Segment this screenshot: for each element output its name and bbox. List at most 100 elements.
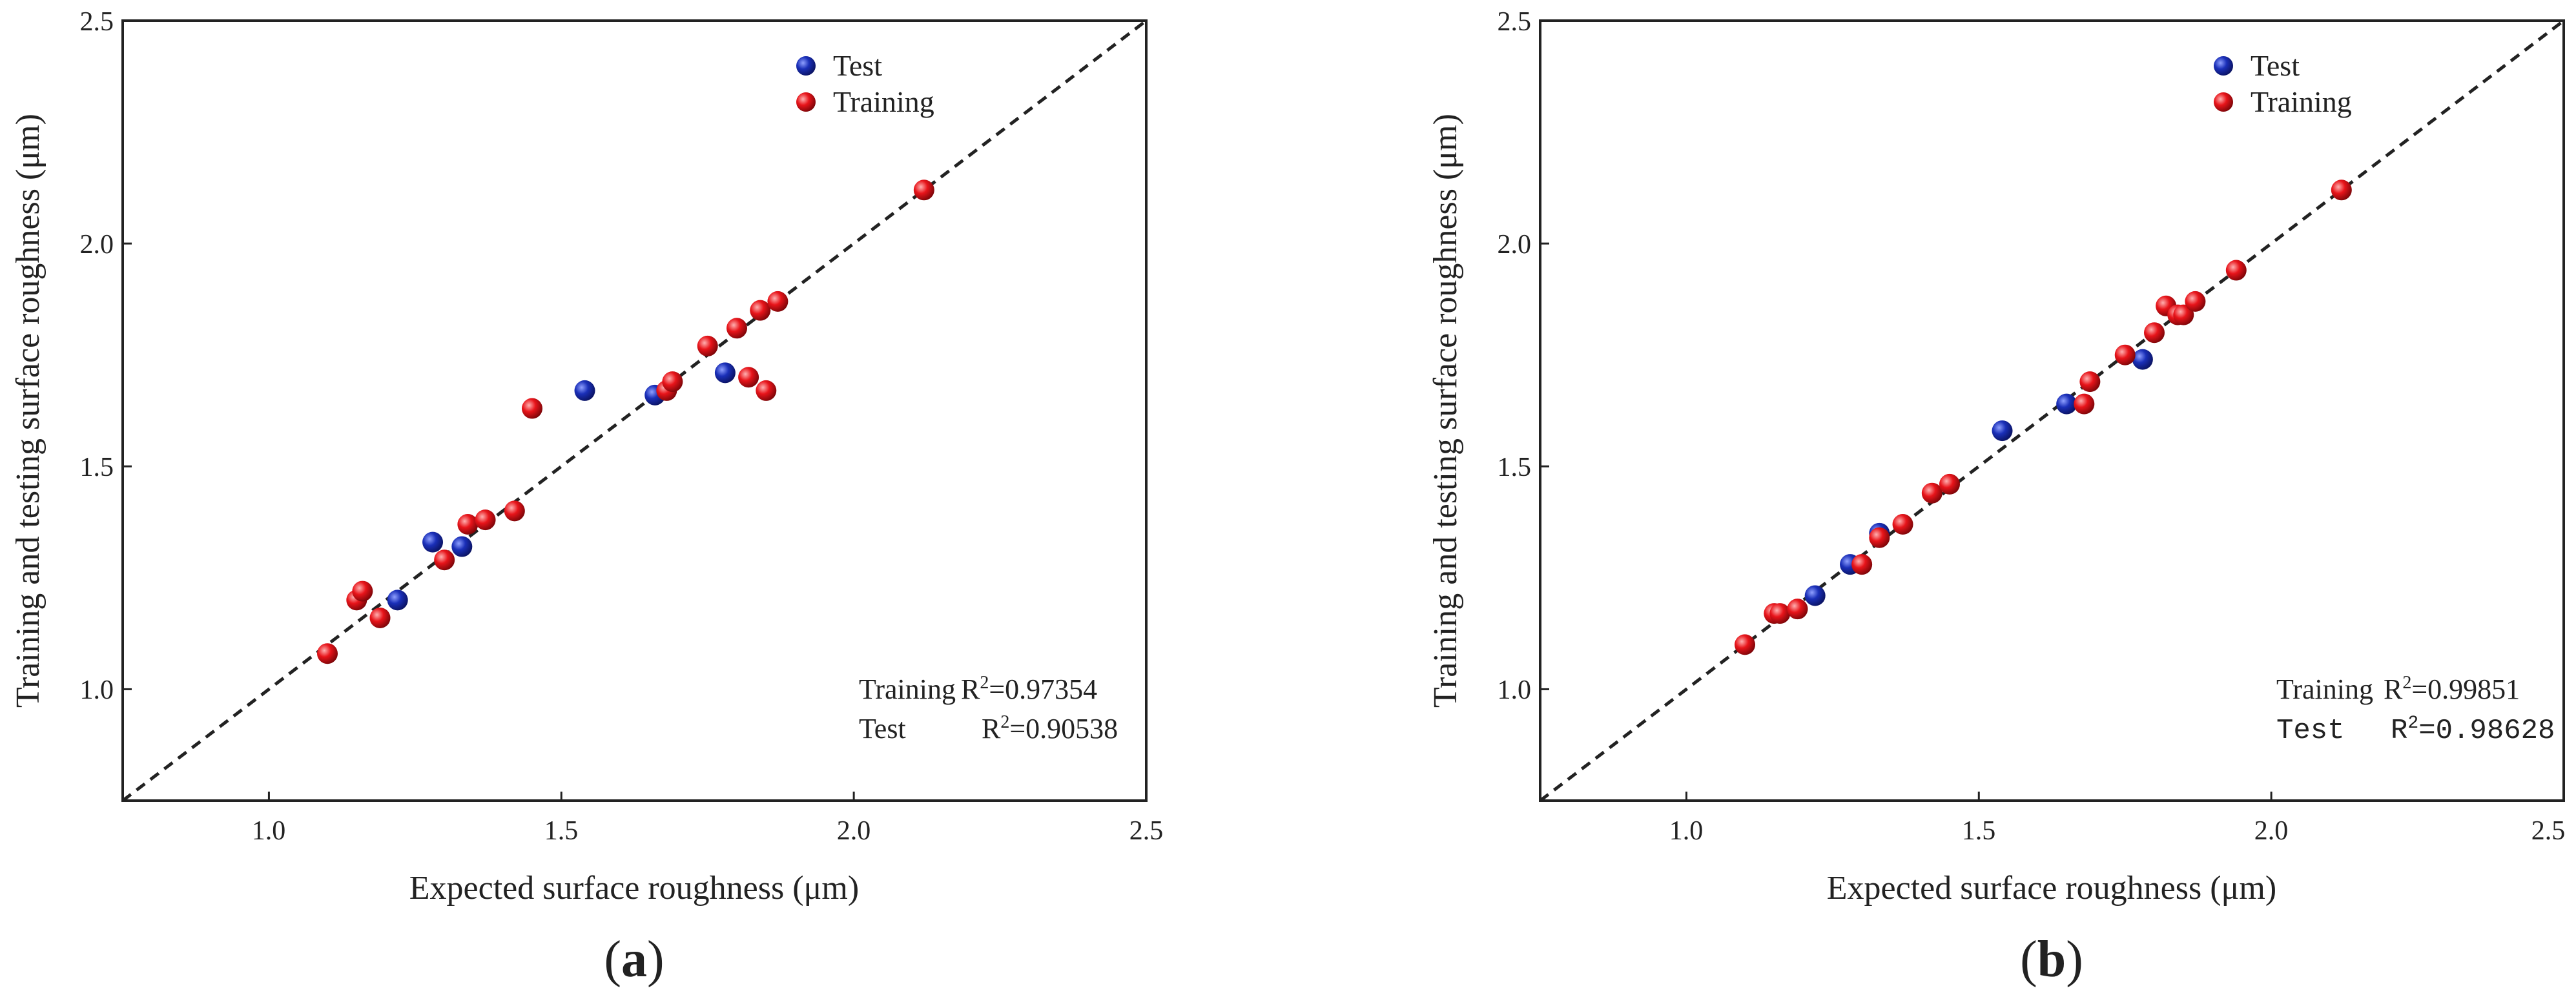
point-training	[317, 643, 338, 664]
point-training	[2114, 344, 2136, 365]
stat-training-name: Training	[2276, 673, 2373, 705]
y-tick-label: 1.5	[80, 453, 114, 482]
y-axis-label: Training and testing surface roughness (…	[10, 114, 46, 708]
point-test	[387, 590, 408, 611]
y-tick-label: 1.0	[1498, 675, 1532, 705]
reference-line	[1539, 19, 2565, 802]
point-test	[574, 380, 595, 401]
point-training	[1892, 514, 1913, 535]
stat-test-name: Test	[2276, 715, 2345, 747]
panel-a: 1.0 1.5 2.0 2.5 1.0 1.5 2.0 2.5 Expected…	[10, 7, 1163, 988]
stats-annotation: Training R2=0.97354 Test R2=0.90538	[859, 673, 1118, 744]
stat-test-name: Test	[859, 713, 906, 744]
x-tick-label: 2.5	[2531, 816, 2566, 846]
point-training	[738, 367, 759, 388]
stat-test-exp: 2	[2407, 713, 2418, 733]
data-points	[317, 180, 934, 664]
x-tick-label: 1.5	[1962, 816, 1996, 846]
panel-label: (a)	[604, 931, 664, 988]
panel-label: (b)	[2020, 931, 2083, 988]
point-training	[2144, 322, 2165, 344]
stat-training-value: =0.97354	[989, 673, 1097, 705]
legend-label-training: Training	[833, 85, 934, 118]
stat-test-r: R	[982, 713, 1001, 744]
y-tick-label: 1.5	[1498, 453, 1532, 482]
x-ticks	[1685, 792, 2565, 801]
legend-marker-test	[2214, 56, 2233, 76]
point-training	[756, 380, 777, 401]
point-test	[1804, 585, 1826, 606]
point-training	[369, 607, 391, 628]
point-training	[1735, 634, 1755, 655]
point-training	[1869, 527, 1890, 548]
point-training	[913, 180, 934, 201]
y-axis-label: Training and testing surface roughness (…	[1427, 114, 1464, 708]
point-training	[352, 580, 373, 602]
point-training	[726, 318, 747, 339]
stat-test: Test R2=0.90538	[859, 712, 1118, 744]
point-training	[662, 371, 683, 393]
point-test	[2056, 393, 2077, 415]
y-tick-label: 2.0	[1498, 230, 1532, 260]
stat-training: Training R2=0.97354	[859, 673, 1097, 705]
x-tick-label: 2.5	[1129, 816, 1164, 846]
panel-label-letter: b	[2037, 931, 2066, 988]
point-training	[2185, 291, 2206, 312]
point-training	[2079, 371, 2101, 393]
reference-line	[121, 19, 1148, 802]
y-tick-label: 1.0	[80, 675, 114, 705]
stat-training-r: R	[961, 673, 980, 705]
stat-test-exp: 2	[1000, 712, 1009, 732]
point-training	[2331, 180, 2352, 201]
legend-label-training: Training	[2251, 85, 2352, 118]
y-tick-label: 2.0	[80, 230, 114, 260]
point-training	[1921, 482, 1942, 504]
point-test	[2132, 349, 2153, 370]
x-tick-label: 2.0	[2254, 816, 2289, 846]
legend-marker-training	[2214, 92, 2233, 112]
x-tick-label: 1.0	[1669, 816, 1704, 846]
point-training	[2173, 304, 2194, 325]
point-training	[434, 549, 455, 571]
y-tick-label: 2.5	[80, 7, 114, 37]
point-test	[1992, 420, 2013, 442]
legend-marker-test	[796, 56, 816, 76]
legend-label-test: Test	[833, 49, 882, 82]
x-axis-label: Expected surface roughness (μm)	[409, 870, 859, 907]
stat-test-value: =0.90538	[1009, 713, 1118, 744]
legend: Test Training	[2214, 49, 2352, 118]
point-training	[1769, 603, 1791, 624]
panel-b: 1.0 1.5 2.0 2.5 1.0 1.5 2.0 2.5 Expected…	[1427, 7, 2565, 988]
stat-test-r: R	[2391, 715, 2407, 747]
y-tick-label: 2.5	[1498, 7, 1532, 37]
point-test	[451, 536, 473, 557]
stat-test-value: =0.98628	[2418, 715, 2555, 747]
point-training	[522, 398, 542, 419]
stat-training-exp: 2	[980, 673, 989, 693]
point-training	[457, 514, 479, 535]
point-training	[1939, 473, 1960, 495]
stat-test: Test R2=0.98628	[2276, 713, 2555, 747]
point-test	[714, 362, 736, 384]
x-tick-label: 2.0	[837, 816, 871, 846]
data-points	[1735, 180, 2352, 655]
panel-label-letter: a	[621, 931, 647, 988]
point-training	[1851, 554, 1873, 575]
point-training	[504, 500, 525, 522]
plot-frame	[1539, 19, 2565, 802]
point-training	[2074, 393, 2095, 415]
stats-annotation: Training R2=0.99851 Test R2=0.98628	[2276, 673, 2555, 747]
x-tick-label: 1.0	[252, 816, 286, 846]
point-training	[750, 300, 771, 321]
stat-training-name: Training	[859, 673, 956, 705]
y-ticks	[1540, 19, 1549, 690]
stat-training: Training R2=0.99851	[2276, 673, 2520, 705]
plot-frame	[121, 19, 1148, 802]
x-ticks	[267, 792, 1148, 801]
legend: Test Training	[796, 49, 934, 118]
x-tick-label: 1.5	[544, 816, 579, 846]
stat-training-r: R	[2384, 673, 2403, 705]
legend-marker-training	[796, 92, 816, 112]
point-training	[2225, 260, 2247, 281]
